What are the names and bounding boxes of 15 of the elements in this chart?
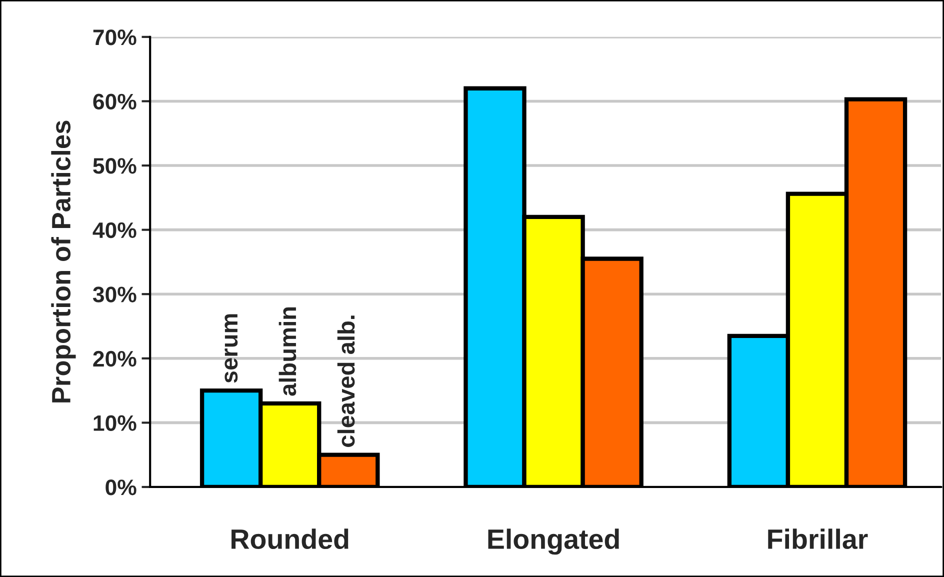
x-tick-label: Fibrillar — [768, 528, 868, 550]
x-tick-label: Rounded — [232, 528, 348, 550]
y-tick-label: 0% — [106, 480, 136, 496]
y-tick-label: 60% — [93, 94, 136, 110]
y-tick-label: 10% — [94, 415, 136, 431]
y-tick-label: 70% — [93, 29, 136, 46]
text: cleaved alb. — [337, 316, 355, 447]
y-tick-label: 40% — [92, 222, 136, 238]
y-tick-label: 30% — [92, 286, 136, 302]
y-axis-title: Proportion of Particles — [51, 120, 76, 402]
y-tick-label: 20% — [93, 350, 136, 367]
y-tick-label: 50% — [93, 158, 136, 174]
text: serum — [224, 314, 238, 383]
text: albumin — [278, 307, 296, 396]
x-tick-label: Elongated — [488, 528, 619, 555]
